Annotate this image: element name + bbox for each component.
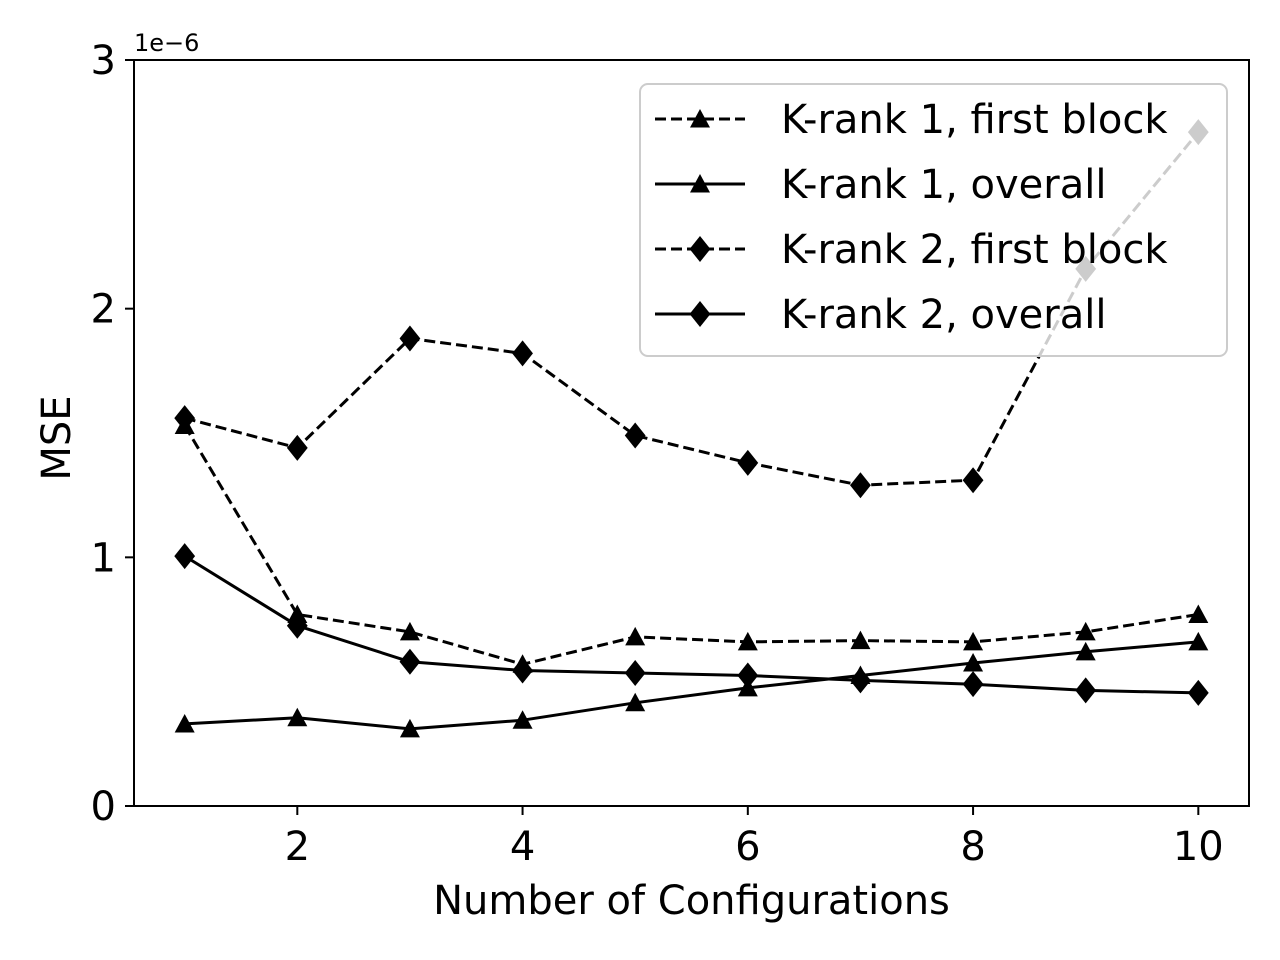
data-point xyxy=(624,659,646,686)
legend-label: K-rank 2, overall xyxy=(781,292,1106,338)
legend-marker xyxy=(690,174,710,193)
data-point xyxy=(174,713,195,733)
y-tick-label: 3 xyxy=(91,38,116,84)
data-point xyxy=(512,657,533,684)
data-point xyxy=(850,667,871,694)
ticks-layer: 2 4 6 8 10 0 1 2 3 xyxy=(91,38,1224,870)
y-tick-label: 0 xyxy=(91,784,116,830)
legend-entry: K-rank 2, first block xyxy=(655,227,1168,273)
axes-layer xyxy=(133,59,1250,807)
y-scale-exponent-label: 1e−6 xyxy=(134,29,199,57)
x-tick-label: 10 xyxy=(1173,824,1224,870)
legend-label: K-rank 1, first block xyxy=(781,97,1168,143)
legend-entry: K-rank 1, first block xyxy=(655,97,1168,143)
legend-label: K-rank 2, first block xyxy=(781,227,1168,273)
data-point xyxy=(625,626,646,646)
series-line xyxy=(184,640,1199,731)
data-point xyxy=(962,671,984,698)
data-point xyxy=(399,718,420,738)
series-line xyxy=(184,131,1200,487)
legend-entry: K-rank 1, overall xyxy=(655,162,1106,208)
series-2 xyxy=(174,631,1209,738)
data-point xyxy=(737,449,759,476)
data-point xyxy=(962,467,984,494)
plot-frame xyxy=(133,59,1250,807)
data-point xyxy=(737,662,759,689)
x-tick-label: 6 xyxy=(735,824,760,870)
data-point xyxy=(512,710,533,729)
y-tick-label: 1 xyxy=(91,535,116,581)
legend: K-rank 1, first block K-rank 1, overall K-… xyxy=(639,83,1228,357)
data-point xyxy=(399,648,421,675)
data-point xyxy=(174,543,196,570)
legend-box xyxy=(639,83,1228,357)
data-point xyxy=(737,631,758,651)
data-point xyxy=(850,630,871,650)
data-point xyxy=(286,612,308,639)
legend-label: K-rank 1, overall xyxy=(781,162,1106,208)
data-point xyxy=(399,621,420,641)
series-1 xyxy=(174,415,1209,673)
data-point xyxy=(512,340,533,367)
legend-marker xyxy=(690,109,710,128)
x-tick-label: 4 xyxy=(510,824,535,870)
data-point xyxy=(1188,631,1209,651)
data-point xyxy=(286,434,308,461)
x-tick-label: 8 xyxy=(960,824,985,870)
x-axis-label: Number of Configurations xyxy=(433,878,950,924)
data-point xyxy=(1075,621,1096,641)
legend-entry: K-rank 2, overall xyxy=(655,292,1106,338)
data-point xyxy=(850,472,871,499)
series-line xyxy=(183,424,1199,666)
data-point xyxy=(625,692,646,712)
series-line xyxy=(183,554,1199,695)
data-point xyxy=(1188,604,1209,624)
data-point xyxy=(1075,641,1096,661)
legend-marker xyxy=(689,301,711,327)
data-point xyxy=(1075,677,1097,704)
data-point xyxy=(963,653,984,672)
data-point xyxy=(1187,679,1209,706)
data-point xyxy=(287,707,308,727)
series-4 xyxy=(174,543,1209,706)
data-point xyxy=(624,422,646,449)
data-point xyxy=(963,631,984,651)
data-point xyxy=(399,325,421,352)
data-point xyxy=(174,405,196,432)
y-tick-label: 2 xyxy=(91,287,116,333)
legend-marker xyxy=(689,236,711,262)
x-tick-label: 2 xyxy=(285,824,310,870)
y-axis-label: MSE xyxy=(34,395,80,480)
